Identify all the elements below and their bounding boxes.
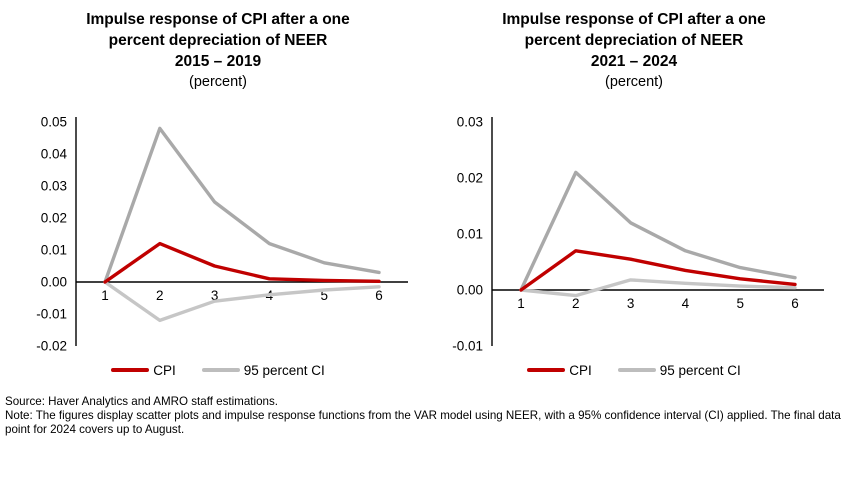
svg-text:0.02: 0.02 [457,171,483,186]
svg-text:-0.02: -0.02 [36,339,67,354]
chart-title: Impulse response of CPI after a one perc… [502,11,766,70]
svg-text:-0.01: -0.01 [452,339,483,354]
chart-title: Impulse response of CPI after a one perc… [86,11,350,70]
svg-text:4: 4 [682,296,690,311]
svg-text:0.01: 0.01 [41,243,67,258]
svg-text:0.02: 0.02 [41,211,67,226]
impulse-response-chart-2015-2019: -0.02-0.010.000.010.020.030.040.051 2 3 4 5 6 [36,115,408,354]
svg-text:2: 2 [572,296,580,311]
legend-item-ci: 95 percent CI [617,362,741,378]
svg-text:0.00: 0.00 [41,275,67,290]
svg-text:5: 5 [736,296,744,311]
svg-text:0.04: 0.04 [41,147,68,162]
note-text: Note: The figures display scatter plots … [5,409,841,436]
ci-line-swatch-icon [201,368,240,372]
svg-text:6: 6 [791,296,799,311]
svg-text:5: 5 [320,288,328,303]
svg-text:1: 1 [517,296,525,311]
chart-subtitle: (percent) [188,74,248,90]
chart-legend: CPI 95 percent CI [111,360,325,380]
svg-text:3: 3 [627,296,635,311]
chart-subtitle: (percent) [604,74,664,90]
legend-label-cpi: CPI [153,362,176,378]
figure-footnotes: Source: Haver Analytics and AMRO staff e… [5,395,846,437]
svg-text:2: 2 [156,288,164,303]
legend-item-cpi: CPI [111,363,176,378]
svg-text:0.00: 0.00 [457,283,483,298]
cpi-line-swatch-icon [527,368,566,372]
svg-text:0.01: 0.01 [457,227,483,242]
legend-item-ci: 95 percent CI [201,362,325,378]
chart-legend: CPI 95 percent CI [527,360,741,380]
svg-text:-0.01: -0.01 [36,307,67,322]
source-text: Source: Haver Analytics and AMRO staff e… [5,395,279,408]
impulse-response-chart-2021-2024: -0.01 0.00 0.01 0.02 0.03 1 2 3 4 5 6 [452,115,824,354]
figure-panels: Impulse response of CPI after a one perc… [10,0,842,380]
legend-label-cpi: CPI [569,362,592,378]
legend-label-ci: 95 percent CI [659,362,741,378]
svg-text:0.03: 0.03 [41,179,67,194]
legend-item-cpi: CPI [527,363,592,378]
ci-line-swatch-icon [617,368,656,372]
svg-text:6: 6 [375,288,383,303]
figure-2015-2019: Impulse response of CPI after a one perc… [10,0,426,380]
cpi-line-swatch-icon [111,368,150,372]
svg-text:0.05: 0.05 [41,115,67,130]
svg-text:1: 1 [101,288,109,303]
svg-text:0.03: 0.03 [457,115,483,130]
legend-label-ci: 95 percent CI [243,362,325,378]
svg-text:3: 3 [211,288,219,303]
figure-2021-2024: Impulse response of CPI after a one perc… [426,0,842,380]
